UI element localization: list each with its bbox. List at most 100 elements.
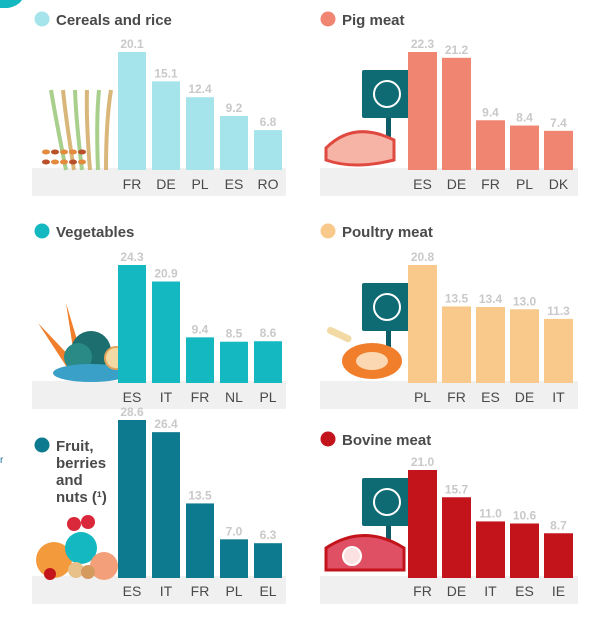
baseline-panel (320, 576, 578, 604)
data-label: 12.4 (188, 82, 212, 96)
category-label: ES (225, 176, 244, 192)
category-label: FR (123, 176, 142, 192)
chicken-sign-icon (326, 283, 412, 379)
data-label: 6.8 (260, 115, 277, 129)
bar (408, 470, 437, 578)
data-label: 20.9 (154, 267, 178, 281)
category-label: RO (258, 176, 279, 192)
category-label: ES (413, 176, 432, 192)
data-label: 11.0 (479, 506, 502, 520)
legend-dot (320, 223, 336, 239)
fruits-icon (36, 515, 118, 580)
bar (510, 523, 539, 578)
panel-2: Pig meat 22.3 ES 21.2 DE 9.4 FR 8.4 PL 7.4 DK (320, 11, 578, 196)
baseline-panel (32, 381, 286, 409)
vegetables-icon (38, 303, 129, 382)
bar (254, 543, 282, 578)
bar (544, 318, 573, 383)
data-label: 15.7 (445, 482, 469, 496)
bar (118, 265, 146, 383)
data-label: 13.0 (513, 294, 537, 308)
category-label: FR (447, 389, 466, 405)
data-label: 10.6 (513, 508, 537, 522)
data-label: 7.4 (550, 116, 567, 130)
data-label: 8.7 (550, 518, 567, 532)
data-label: 6.3 (260, 528, 277, 542)
category-label: DE (515, 389, 534, 405)
legend-dot (34, 437, 50, 453)
corner-accent (0, 0, 22, 8)
data-label: 20.8 (411, 250, 435, 264)
bar (442, 306, 471, 383)
baseline-panel (320, 168, 578, 196)
data-label: 8.5 (226, 327, 243, 341)
category-label: FR (481, 176, 500, 192)
data-label: 13.4 (479, 292, 503, 306)
data-label: 26.4 (154, 417, 178, 431)
bar (220, 341, 248, 383)
legend-dot (34, 223, 50, 239)
category-label: PL (414, 389, 431, 405)
bar (476, 521, 505, 578)
bar (254, 130, 282, 170)
baseline-panel (32, 168, 286, 196)
bar (544, 130, 573, 170)
category-label: ES (123, 583, 142, 599)
panel-title: Vegetables (56, 224, 134, 241)
bar (442, 57, 471, 170)
data-label: 15.1 (154, 66, 178, 80)
bar (152, 432, 180, 578)
data-label: 8.4 (516, 111, 533, 125)
category-label: DK (549, 176, 569, 192)
data-label: 13.5 (445, 291, 469, 305)
bar (152, 281, 180, 383)
data-label: 7.0 (226, 524, 243, 538)
data-label: 11.3 (547, 304, 570, 318)
category-label: FR (191, 583, 210, 599)
cereals-icon (42, 89, 113, 171)
bar (442, 497, 471, 578)
category-label: DE (447, 583, 466, 599)
data-label: 9.2 (226, 101, 243, 115)
bar (510, 309, 539, 383)
cow-sign-icon (324, 478, 412, 572)
category-label: IT (484, 583, 497, 599)
data-label: 9.4 (192, 322, 209, 336)
panel-title: Pig meat (342, 12, 405, 29)
bar (186, 503, 214, 578)
data-label: 22.3 (411, 37, 435, 51)
data-label: 20.1 (120, 37, 144, 51)
category-label: PL (191, 176, 208, 192)
panel-6: Bovine meat 21.0 FR 15.7 DE 11.0 IT 10.6 ES 8.7 IE (320, 431, 578, 604)
category-label: FR (413, 583, 432, 599)
category-label: EL (259, 583, 276, 599)
bar (186, 337, 214, 383)
panel-title: Bovine meat (342, 432, 431, 449)
bar (152, 81, 180, 170)
data-label: 9.4 (482, 105, 499, 119)
bar (118, 420, 146, 578)
category-label: PL (259, 389, 276, 405)
category-label: DE (156, 176, 175, 192)
category-label: PL (225, 583, 242, 599)
category-label: ES (481, 389, 500, 405)
legend-dot (320, 11, 336, 27)
bar (220, 539, 248, 578)
category-label: PL (516, 176, 533, 192)
bar (254, 341, 282, 383)
category-label: IT (160, 389, 173, 405)
chart-panels: Cereals and rice 20.1 FR 15.1 DE 12.4 PL 9.2 ES 6… (32, 11, 578, 604)
category-label: FR (191, 389, 210, 405)
panel-title-line: and (56, 472, 83, 489)
data-label: 21.2 (445, 43, 469, 57)
baseline-panel (320, 381, 578, 409)
legend-dot (34, 11, 50, 27)
bar (476, 120, 505, 170)
data-label: 28.6 (120, 405, 144, 419)
panel-1: Cereals and rice 20.1 FR 15.1 DE 12.4 PL 9.2 ES 6… (32, 11, 286, 196)
bar (118, 52, 146, 170)
bar (408, 52, 437, 170)
bar (476, 306, 505, 383)
panel-title-line: nuts (¹) (56, 489, 107, 506)
